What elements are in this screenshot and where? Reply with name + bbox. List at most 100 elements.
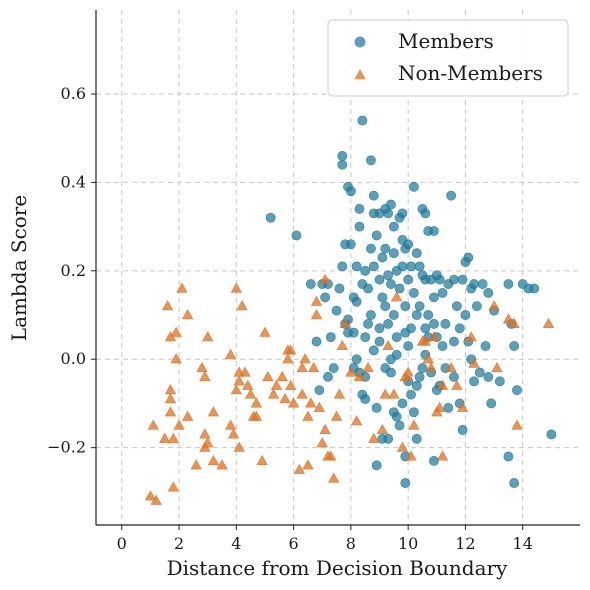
x-tick-label: 4	[231, 534, 241, 553]
member-point	[334, 283, 345, 294]
member-point	[328, 363, 339, 373]
non-member-point	[313, 401, 326, 412]
non-member-point	[207, 406, 220, 417]
member-point	[397, 261, 408, 272]
member-point	[529, 283, 540, 294]
non-member-point	[330, 410, 343, 421]
non-member-point	[161, 300, 174, 311]
non-member-point	[270, 379, 283, 390]
member-point	[411, 248, 422, 259]
non-member-point	[456, 401, 469, 412]
member-point	[380, 301, 391, 312]
non-member-point	[216, 459, 228, 470]
non-member-point	[296, 362, 308, 373]
non-member-point	[279, 392, 291, 404]
non-member-point	[159, 432, 171, 443]
member-point	[383, 270, 394, 281]
non-member-point	[339, 317, 351, 328]
member-point	[325, 332, 336, 343]
non-member-point	[202, 437, 214, 448]
member-point	[463, 252, 474, 263]
member-point	[546, 429, 557, 440]
non-member-point	[362, 362, 374, 373]
x-axis-ticks: 0 2 4 6 8 10 12 14	[117, 525, 533, 553]
non-member-point	[164, 406, 177, 417]
member-point	[351, 261, 362, 272]
non-member-point	[276, 370, 288, 381]
non-member-point	[202, 331, 214, 342]
x-tick-label: 8	[346, 534, 356, 553]
non-member-point	[465, 331, 477, 342]
member-point	[386, 199, 396, 210]
non-member-point	[285, 379, 297, 390]
member-point	[503, 451, 514, 462]
member-point	[446, 190, 457, 201]
non-member-point	[190, 459, 202, 470]
non-member-point	[488, 300, 500, 311]
x-tick-label: 14	[513, 534, 533, 553]
non-member-point	[445, 362, 457, 373]
non-member-point	[542, 317, 555, 328]
member-point	[494, 376, 505, 387]
member-point	[420, 323, 431, 334]
non-member-point	[336, 339, 348, 351]
non-member-point	[259, 326, 271, 337]
non-member-point	[502, 313, 515, 324]
non-member-point	[434, 401, 446, 412]
non-member-point	[308, 362, 320, 373]
member-point	[368, 261, 379, 272]
non-member-point	[319, 423, 331, 435]
member-point	[360, 394, 371, 404]
legend-marker-non-members	[354, 69, 366, 80]
non-member-point	[196, 362, 208, 373]
member-point	[314, 385, 325, 396]
member-point	[423, 310, 434, 320]
member-point	[449, 372, 459, 382]
member-point	[408, 407, 419, 418]
non-member-point	[425, 362, 437, 373]
y-tick-label: −0.2	[47, 438, 86, 457]
non-member-point	[302, 459, 314, 470]
non-member-point	[167, 432, 179, 443]
non-member-point	[345, 366, 357, 377]
member-point	[486, 398, 497, 409]
legend-box	[327, 19, 569, 97]
member-point	[474, 367, 485, 378]
non-member-point	[250, 397, 263, 408]
member-point	[429, 226, 439, 236]
member-point	[363, 283, 373, 294]
member-point	[414, 261, 425, 272]
non-member-point	[299, 353, 311, 364]
member-point	[383, 208, 394, 219]
non-member-point	[147, 419, 159, 430]
x-tick-label: 12	[455, 534, 475, 553]
member-point	[357, 115, 368, 126]
member-point	[397, 398, 408, 409]
member-point	[420, 208, 431, 219]
member-point	[460, 310, 471, 320]
member-point	[400, 478, 411, 488]
non-member-point	[325, 450, 337, 461]
non-member-point	[285, 344, 297, 355]
non-member-point	[182, 410, 194, 421]
non-member-point	[164, 392, 177, 404]
non-member-point	[182, 309, 194, 320]
member-point	[337, 159, 348, 170]
member-point	[437, 341, 448, 351]
member-point	[386, 279, 396, 289]
member-point	[469, 279, 479, 289]
member-point	[457, 425, 468, 435]
member-point	[509, 341, 520, 351]
legend-label-non-members: Non-Members	[398, 61, 543, 85]
member-point	[265, 212, 276, 223]
x-tick-label: 2	[174, 534, 184, 553]
non-member-point	[167, 481, 179, 492]
x-tick-label: 10	[398, 534, 418, 553]
axes	[95, 10, 580, 526]
non-member-point	[451, 379, 463, 390]
non-member-point	[310, 309, 323, 320]
non-member-point	[170, 326, 182, 337]
member-point	[411, 310, 422, 320]
non-member-point	[207, 454, 220, 465]
data-points	[144, 115, 557, 505]
